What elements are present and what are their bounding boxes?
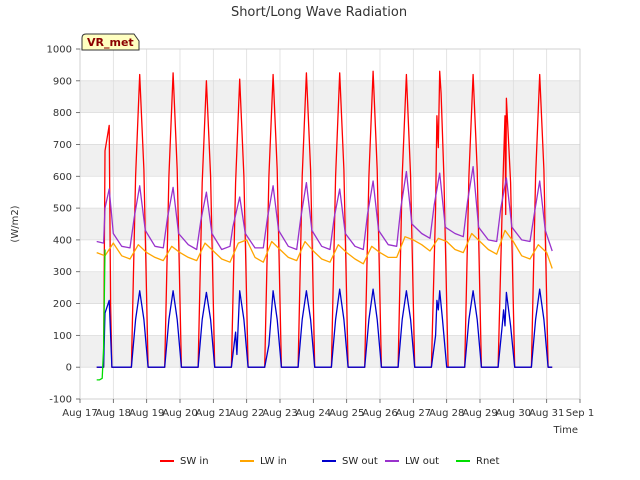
x-tick-label: Aug 25 [329,408,364,419]
y-tick-label: 800 [53,108,72,119]
x-tick-label: Aug 29 [462,408,497,419]
y-tick-label: 300 [53,267,72,278]
plot-band [80,144,580,177]
series-layer [96,70,553,381]
y-tick-label: -100 [49,395,72,406]
legend-label-rnet: Rnet [476,456,499,467]
station-badge: VR_met [81,33,140,51]
y-tick-label: 200 [53,299,72,310]
series-line-sw-in [96,70,553,368]
legend-label-lw-out: LW out [405,456,439,467]
plot-band [80,335,580,368]
y-tick-label: 600 [53,172,72,183]
series-line-lw-in [96,229,553,269]
y-tick-labels: -100 0 100 200 300 400 500 600 700 800 900 1000 [47,45,80,406]
series-line-lw-out [96,166,553,252]
x-tick-label: Aug 31 [529,408,564,419]
legend-label-sw-out: SW out [342,456,378,467]
x-axis-label: Time [553,425,578,436]
x-tick-label: Aug 27 [396,408,431,419]
y-tick-label: 1000 [47,45,72,56]
y-axis-label: (W/m2) [10,205,21,242]
x-tick-label: Aug 22 [229,408,264,419]
x-tick-label: Aug 23 [262,408,297,419]
plot-background [80,49,580,399]
plot-band [80,80,580,113]
plot-band [80,208,580,240]
x-tick-label: Aug 17 [62,408,97,419]
x-tick-label: Aug 20 [162,408,197,419]
y-tick-label: 700 [53,140,72,151]
y-tick-label: 400 [53,235,72,246]
x-tick-label: Aug 28 [429,408,464,419]
x-tick-label: Aug 24 [296,408,331,419]
plot-band [80,271,580,304]
y-tick-label: 0 [66,363,72,374]
plot-frame [79,48,581,400]
station-badge-label: VR_met [87,36,134,49]
y-tick-label: 500 [53,204,72,215]
x-tick-label: Sep 1 [566,408,594,419]
series-line-rnet [96,249,106,381]
x-tick-label: Aug 18 [96,408,131,419]
axes [79,48,581,400]
x-tick-label: Aug 19 [129,408,164,419]
legend: SW in LW in SW out LW out Rnet [160,456,499,467]
chart-title: Short/Long Wave Radiation [231,5,407,20]
x-tick-label: Aug 26 [362,408,397,419]
y-tick-label: 100 [53,331,72,342]
x-tick-label: Aug 21 [196,408,231,419]
x-tick-label: Aug 30 [496,408,531,419]
legend-label-lw-in: LW in [260,456,287,467]
series-line-sw-out [96,288,553,368]
legend-label-sw-in: SW in [180,456,209,467]
y-tick-label: 900 [53,76,72,87]
